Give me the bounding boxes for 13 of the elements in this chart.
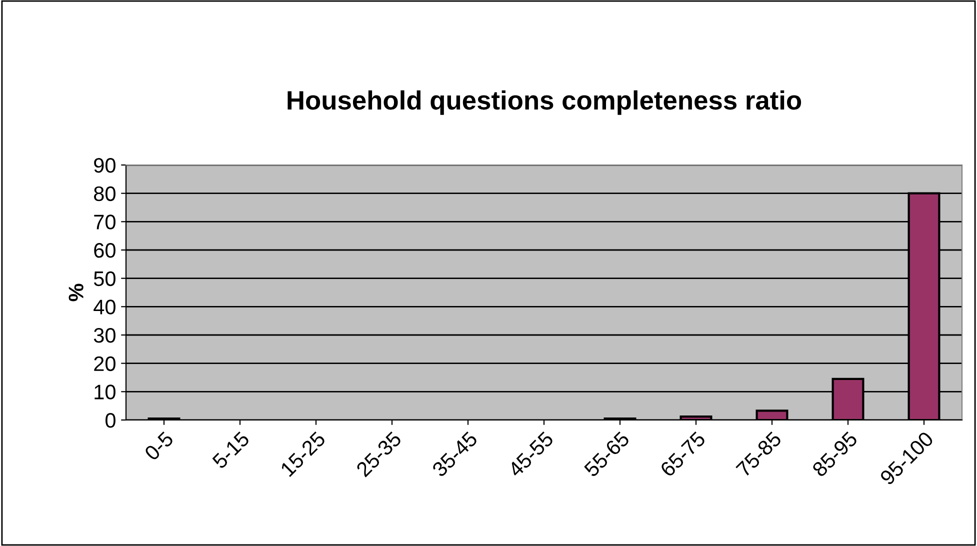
y-tick-label: 80	[94, 186, 116, 202]
y-tick-label: 50	[94, 271, 116, 286]
y-tick-label: 60	[94, 243, 116, 258]
y-tick-label: 0	[106, 413, 116, 428]
y-tick-label: 10	[94, 384, 116, 400]
x-tick-label: 0-5	[144, 430, 174, 462]
y-tick-label: 20	[94, 356, 116, 372]
y-tick-label: 90	[94, 158, 116, 173]
chart-title: Household questions completeness ratio	[288, 90, 802, 115]
y-tick-label: 40	[94, 300, 116, 314]
y-axis-title: %	[68, 284, 84, 302]
y-tick-label: 30	[94, 328, 116, 343]
y-tick-label: 70	[94, 214, 116, 230]
